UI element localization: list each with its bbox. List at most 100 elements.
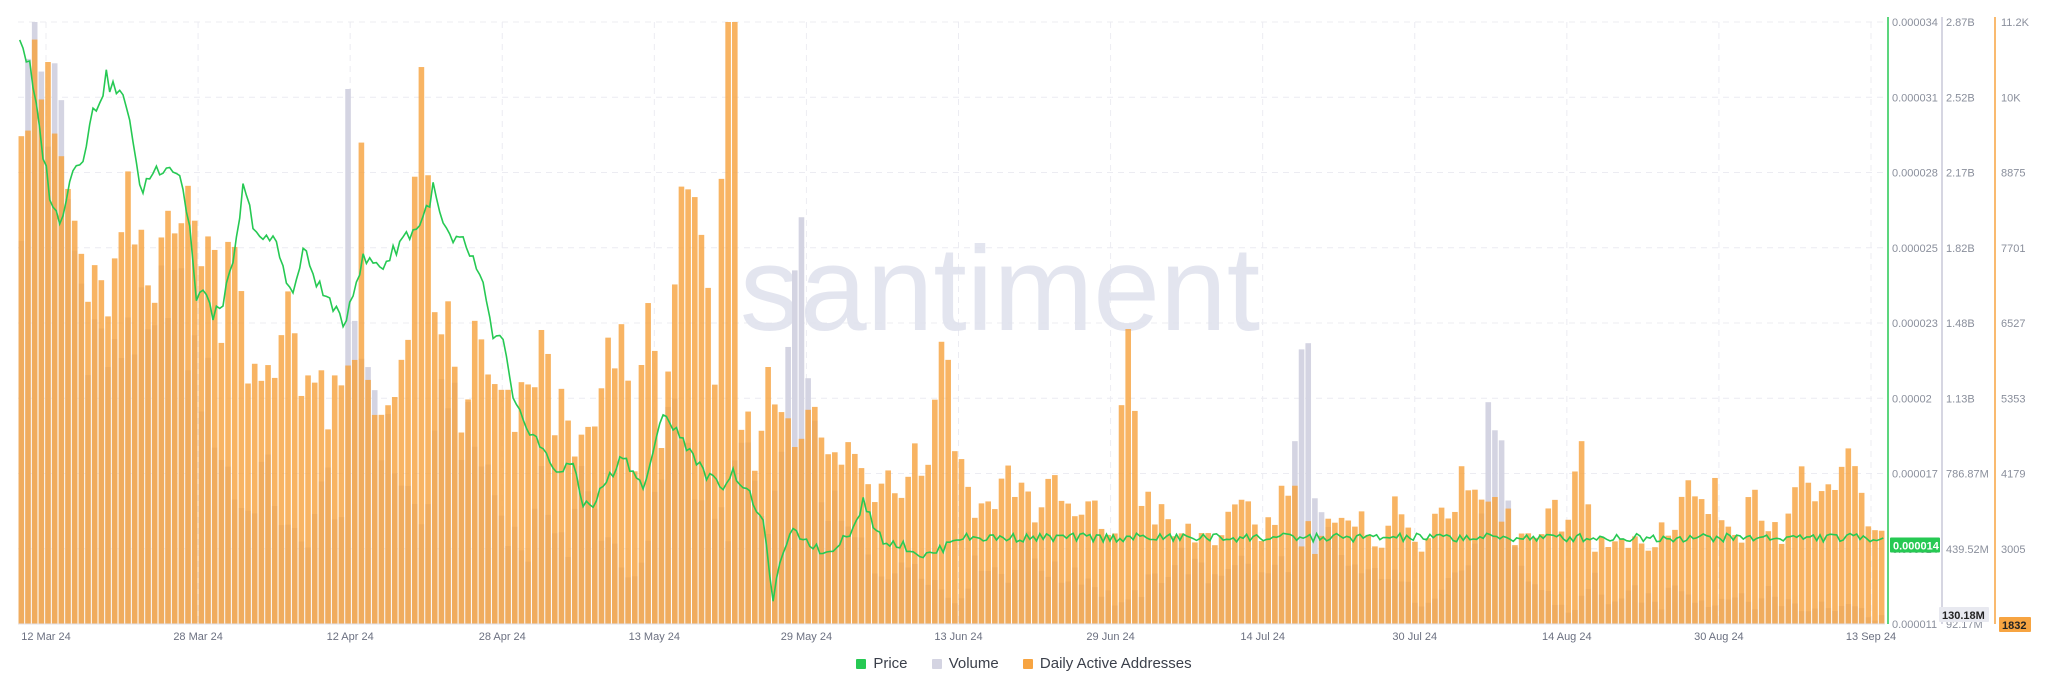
daa-bar	[578, 434, 585, 624]
daa-bar	[591, 426, 598, 624]
daa-bar	[1032, 522, 1038, 624]
daa-bar	[18, 136, 25, 624]
daa-bar	[1198, 533, 1205, 624]
daa-bar	[378, 414, 385, 624]
volume-tick-label: 1.13B	[1946, 393, 1975, 405]
daa-bar	[825, 454, 831, 624]
price-tick-label: 0.000028	[1892, 168, 1938, 180]
legend-item-daily-active-addresses[interactable]: Daily Active Addresses	[1022, 655, 1192, 672]
daa-bar	[1745, 497, 1752, 624]
daa-bar	[1178, 533, 1185, 624]
daa-bar	[111, 258, 118, 624]
daa-bar	[145, 285, 151, 624]
daa-bar	[758, 430, 765, 624]
daa-bar	[1812, 501, 1818, 624]
daa-bar	[1092, 500, 1098, 624]
x-tick-label: 13 Sep 24	[1846, 631, 1896, 643]
x-tick-label: 29 Jun 24	[1086, 631, 1134, 643]
daa-bar	[1072, 516, 1078, 624]
x-tick-label: 13 Jun 24	[934, 631, 982, 643]
daa-bar	[812, 406, 818, 624]
daa-bar	[158, 237, 165, 624]
daa-bar	[525, 384, 531, 624]
x-tick-label: 12 Apr 24	[327, 631, 374, 643]
daa-bar	[1752, 489, 1758, 624]
daa-bar	[338, 385, 345, 624]
daa-bar	[445, 301, 451, 624]
daa-bar	[171, 233, 178, 624]
daa-bar	[1845, 448, 1852, 624]
volume-tick-label: 2.87B	[1946, 17, 1975, 29]
daa-bar	[371, 414, 378, 624]
daa-bar	[805, 409, 811, 624]
daa-bar	[1398, 514, 1405, 624]
daa-bar	[872, 502, 878, 624]
daa-bar	[25, 130, 31, 624]
daa-bar	[98, 280, 105, 624]
daa-bar	[1138, 505, 1145, 624]
daa-bar	[1632, 536, 1638, 624]
daa-bar	[1598, 536, 1605, 624]
legend-swatch-volume	[931, 658, 942, 669]
daa-bar	[1492, 497, 1498, 624]
daa-bar	[798, 438, 805, 624]
daa-bar	[1045, 478, 1051, 624]
daa-bar	[1738, 542, 1745, 624]
daa-bar	[892, 493, 898, 624]
daa-bar	[1852, 466, 1858, 624]
daa-bar	[298, 395, 305, 624]
daa-bar	[585, 426, 591, 624]
daa-bar	[972, 517, 978, 624]
daa-bar	[491, 384, 498, 624]
daa-bar	[1052, 475, 1058, 624]
daa-bar	[551, 435, 558, 624]
daa-bar	[705, 287, 711, 624]
daa-bar	[1172, 536, 1178, 624]
daa-bar	[1152, 524, 1158, 624]
daa-bar	[1698, 499, 1705, 624]
daa-bar	[978, 503, 985, 624]
daa-bar	[471, 320, 478, 624]
daa-tick-label: 7701	[2001, 243, 2025, 255]
daa-bar	[865, 484, 871, 624]
daa-bar	[151, 302, 158, 624]
x-tick-label: 13 May 24	[629, 631, 680, 643]
price-tick-label: 0.000034	[1892, 17, 1938, 29]
daa-current-badge: 1832	[2002, 620, 2026, 632]
daa-bar	[1272, 524, 1278, 624]
daa-bar	[71, 220, 78, 624]
daa-bar	[1278, 485, 1285, 624]
chart-legend: Price Volume Daily Active Addresses	[0, 655, 2048, 673]
daa-bar	[658, 448, 665, 624]
x-tick-label: 30 Jul 24	[1392, 631, 1437, 643]
price-tick-label: 0.000011	[1892, 619, 1937, 631]
daa-bar	[1778, 543, 1785, 624]
legend-label-daa: Daily Active Addresses	[1039, 655, 1192, 672]
daa-bar	[1605, 546, 1612, 624]
legend-swatch-daa	[1022, 658, 1033, 669]
price-tick-label: 0.000025	[1892, 243, 1938, 255]
x-tick-label: 14 Aug 24	[1542, 631, 1592, 643]
legend-item-price[interactable]: Price	[856, 655, 908, 672]
daa-bar	[451, 366, 458, 624]
daa-bar	[1838, 466, 1845, 624]
legend-item-volume[interactable]: Volume	[931, 655, 999, 672]
daa-bar	[1405, 527, 1412, 624]
daa-bar	[1292, 485, 1298, 624]
daa-current-badge-bg	[1999, 617, 2031, 632]
price-tick-label: 0.000023	[1892, 318, 1938, 330]
daa-bar	[1318, 535, 1325, 624]
daa-bar	[1678, 496, 1685, 624]
daa-bar	[78, 253, 85, 624]
daa-bar	[485, 374, 491, 624]
daa-bar	[1365, 534, 1372, 624]
daa-bar	[1578, 441, 1585, 624]
daa-bar	[1672, 529, 1678, 624]
daa-bar	[1132, 410, 1138, 624]
daa-bar	[118, 232, 125, 624]
daa-bar	[1458, 466, 1465, 624]
daa-bar	[1145, 491, 1152, 624]
daa-bar	[1112, 533, 1118, 624]
